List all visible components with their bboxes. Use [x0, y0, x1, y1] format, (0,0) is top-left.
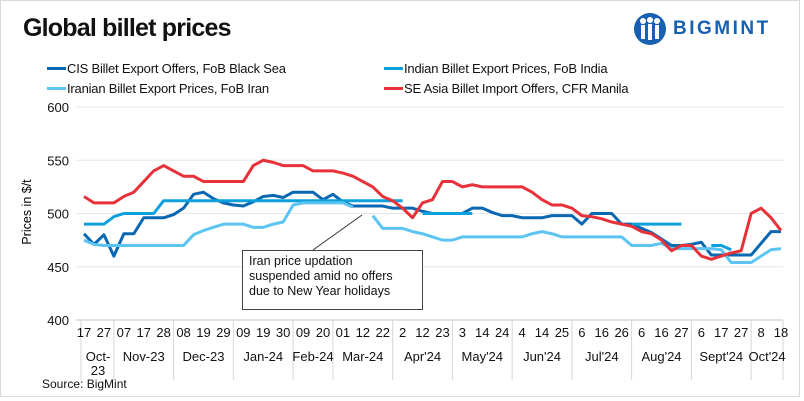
x-tick-label: 14: [475, 325, 489, 340]
x-tick-label: 12: [415, 325, 429, 340]
legend-swatch-cis: [47, 67, 66, 70]
legend-item-seasia: SE Asia Billet Import Offers, CFR Manila: [384, 81, 629, 96]
x-tick-label: 6: [698, 325, 705, 340]
x-tick-label: 12: [356, 325, 370, 340]
series-line-1: [84, 199, 403, 226]
legend-swatch-seasia: [384, 87, 403, 90]
legend-label-indian: Indian Billet Export Prices, FoB India: [404, 61, 608, 76]
bigmint-logo: BIGMINT: [633, 12, 771, 46]
x-tick-label: 18: [774, 325, 788, 340]
x-tick-label: 17: [137, 325, 151, 340]
y-tick-label: 500: [47, 207, 69, 222]
x-tick-label: 09: [296, 325, 310, 340]
series-line-2: [371, 214, 782, 264]
x-tick-label: 20: [316, 325, 330, 340]
y-axis-label: Prices in $/t: [20, 179, 34, 245]
month-label: Jul'24: [585, 349, 619, 364]
chart-title: Global billet prices: [23, 14, 231, 42]
logo-people-icon: [634, 13, 666, 45]
x-tick-label: 3: [459, 325, 466, 340]
legend-label-cis: CIS Billet Export Offers, FoB Black Sea: [67, 61, 286, 76]
x-tick-label: 25: [555, 325, 569, 340]
x-tick-label: 6: [638, 325, 645, 340]
x-tick-label: 27: [97, 325, 111, 340]
x-tick-label: 27: [674, 325, 688, 340]
legend-label-iranian: Iranian Billet Export Prices, FoB Iran: [67, 81, 269, 96]
month-label: Nov-23: [123, 349, 165, 364]
month-label: Jan-24: [243, 349, 283, 364]
series-line-3: [83, 158, 783, 261]
legend-item-iranian: Iranian Billet Export Prices, FoB Iran: [47, 81, 269, 96]
logo-text: BIGMINT: [673, 18, 771, 39]
x-tick-label: 19: [256, 325, 270, 340]
x-tick-label: 07: [117, 325, 131, 340]
x-tick-label: 16: [595, 325, 609, 340]
x-tick-label: 2: [399, 325, 406, 340]
month-label-oct-23: Oct-23: [85, 349, 111, 378]
annotation-pointer: [312, 214, 363, 251]
x-tick-label: 16: [654, 325, 668, 340]
x-tick-label: 23: [435, 325, 449, 340]
month-label: Dec-23: [183, 349, 225, 364]
legend-item-indian: Indian Billet Export Prices, FoB India: [384, 61, 608, 76]
x-tick-label: 27: [734, 325, 748, 340]
x-tick-label: 30: [276, 325, 290, 340]
legend-label-seasia: SE Asia Billet Import Offers, CFR Manila: [404, 81, 629, 96]
month-label: Jun'24: [523, 349, 561, 364]
x-tick-label: 01: [336, 325, 350, 340]
source-text: Source: BigMint: [42, 377, 127, 391]
annotation-note: Iran price updation suspended amid no of…: [242, 250, 423, 310]
y-tick-label: 450: [47, 260, 69, 275]
x-tick-label: 24: [495, 325, 509, 340]
month-label: May'24: [462, 349, 504, 364]
x-tick-label: 4: [518, 325, 525, 340]
x-tick-label: 26: [614, 325, 628, 340]
x-tick-label: 6: [578, 325, 585, 340]
y-tick-label: 400: [47, 313, 69, 328]
x-tick-label: 28: [156, 325, 170, 340]
month-label: Aug'24: [641, 349, 681, 364]
x-tick-label: 17: [714, 325, 728, 340]
series-line-1: [711, 243, 732, 252]
x-tick-label: 17: [77, 325, 91, 340]
legend-swatch-iranian: [47, 87, 66, 90]
series-line-2: [83, 201, 354, 247]
x-tick-label: 08: [176, 325, 190, 340]
month-label: Apr'24: [404, 349, 441, 364]
month-label: Oct'24: [748, 349, 785, 364]
legend-item-cis: CIS Billet Export Offers, FoB Black Sea: [47, 61, 286, 76]
x-tick-label: 8: [757, 325, 764, 340]
x-tick-label: 09: [236, 325, 250, 340]
y-tick-label: 550: [47, 153, 69, 168]
x-tick-label: 14: [535, 325, 549, 340]
x-tick-label: 29: [216, 325, 230, 340]
y-tick-label: 600: [47, 100, 69, 115]
month-label: Mar-24: [342, 349, 383, 364]
legend-swatch-indian: [384, 67, 403, 70]
x-tick-label: 22: [375, 325, 389, 340]
x-tick-label: 19: [196, 325, 210, 340]
month-label: Feb-24: [292, 349, 333, 364]
month-label: Sept'24: [699, 349, 743, 364]
